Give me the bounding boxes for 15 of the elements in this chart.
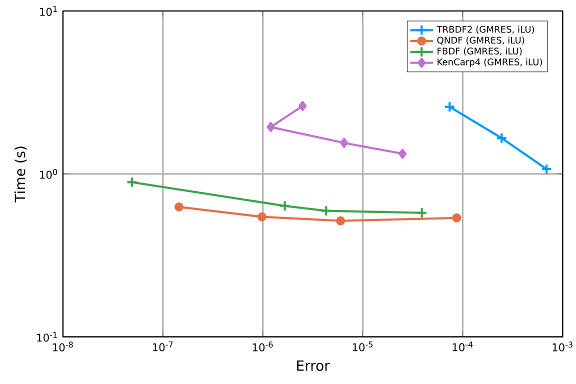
- x-tick-label: 10$^{-8}$: [53, 342, 73, 352]
- y-tick-label: 10$^{0}$: [40, 169, 58, 179]
- x-tick-label: 10$^{-7}$: [152, 342, 173, 352]
- legend-label: FBDF (GMRES, iLU): [438, 48, 522, 56]
- legend-label: TRBDF2 (GMRES, iLU): [436, 26, 534, 34]
- x-tick-label: 10$^{-3}$: [552, 342, 572, 352]
- y-axis-title: Time (s): [14, 146, 27, 202]
- x-tick-label: 10$^{-6}$: [252, 342, 273, 352]
- legend-label: QNDF (GMRES, iLU): [437, 36, 524, 45]
- y-tick-label: 10$^{-1}$: [37, 332, 57, 342]
- x-tick-label: 10$^{-4}$: [452, 342, 473, 352]
- x-tick-label: 10$^{-5}$: [352, 342, 373, 352]
- x-axis-title: Error: [297, 360, 330, 371]
- y-tick-label: 10$^{1}$: [40, 6, 57, 16]
- legend-label: KenCarp4 (GMRES, iLU): [438, 58, 542, 68]
